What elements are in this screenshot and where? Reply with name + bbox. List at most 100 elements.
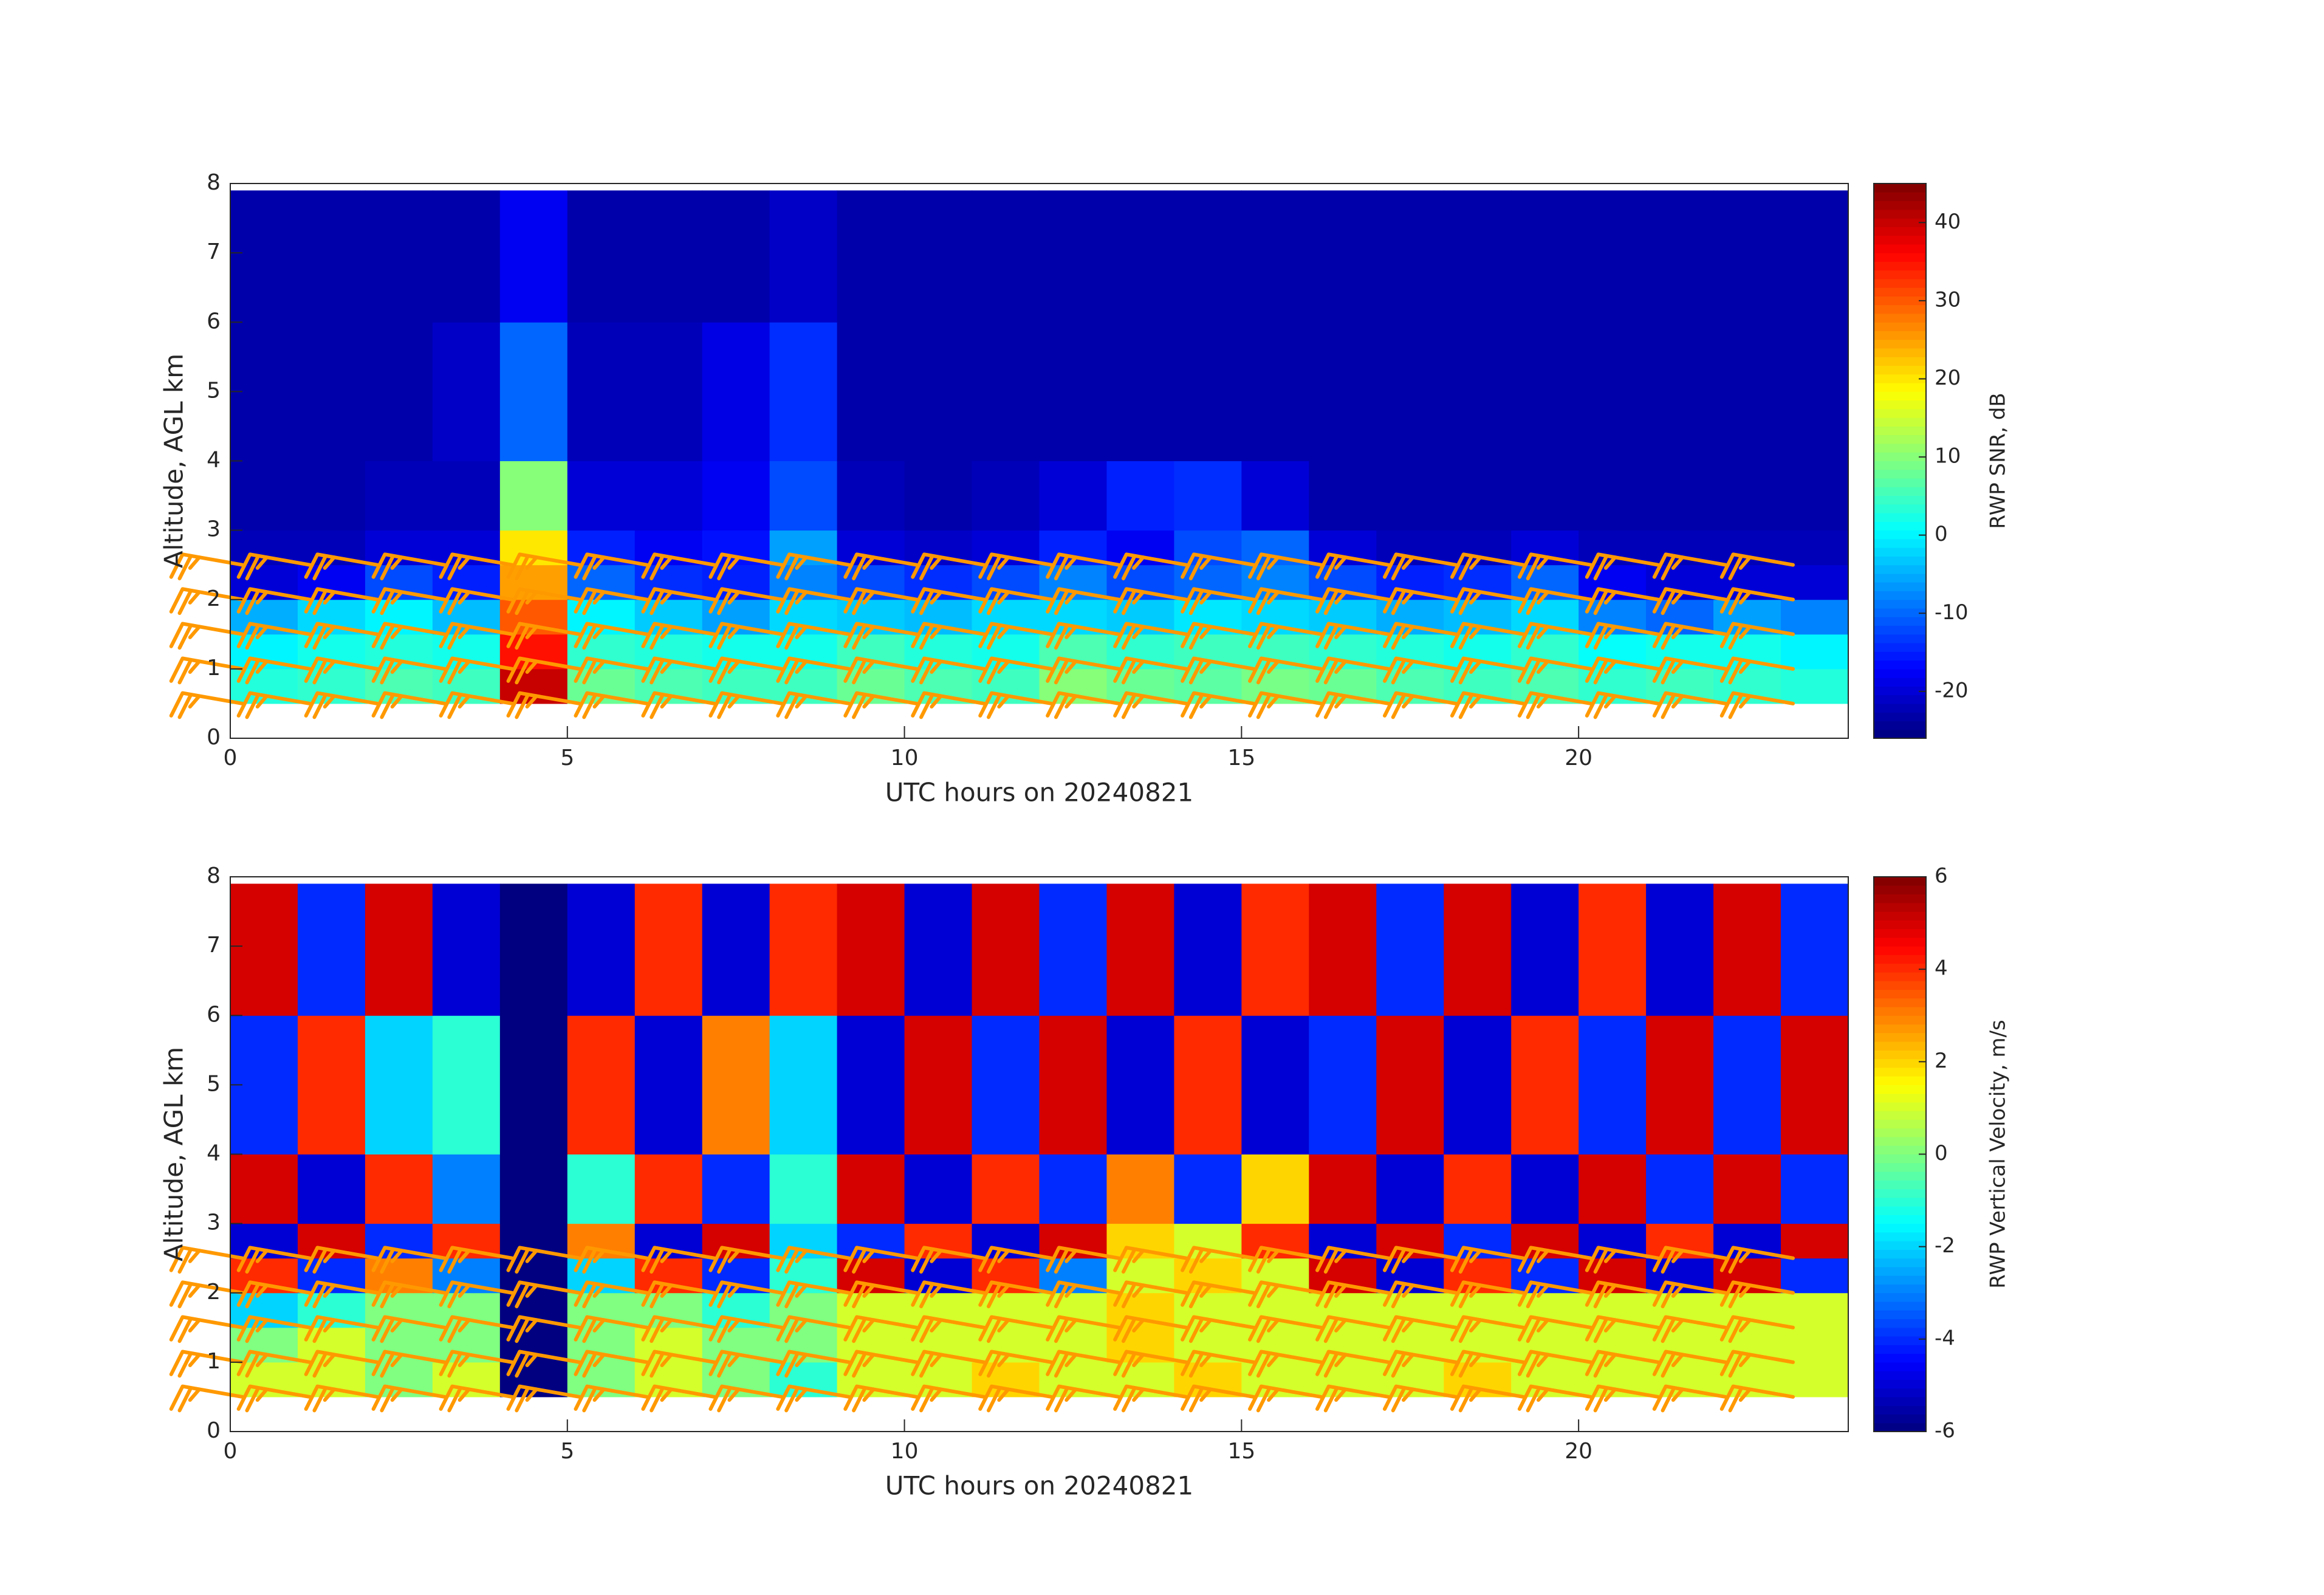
wind-barb bbox=[641, 1280, 716, 1309]
wind-barb bbox=[1383, 1280, 1458, 1309]
heatmap-cell bbox=[1039, 1015, 1107, 1154]
wind-barb bbox=[1248, 1350, 1323, 1378]
wind-barb bbox=[1046, 1246, 1121, 1274]
colorbar-segment bbox=[1874, 452, 1926, 461]
colorbar-segment bbox=[1874, 227, 1926, 236]
colorbar-segment bbox=[1874, 1249, 1926, 1259]
wind-barb bbox=[776, 1315, 851, 1343]
wind-barb bbox=[439, 587, 514, 616]
wind-barb bbox=[1450, 1246, 1526, 1274]
colorbar-segment bbox=[1874, 651, 1926, 661]
wind-barb bbox=[776, 1384, 851, 1413]
wind-barb bbox=[574, 552, 649, 581]
heatmap-cell bbox=[499, 1154, 568, 1224]
wind-barb bbox=[506, 1315, 581, 1343]
wind-barb bbox=[1719, 1350, 1795, 1378]
colorbar-segment bbox=[1874, 1327, 1926, 1337]
colorbar-segment bbox=[1874, 981, 1926, 990]
heatmap-cell bbox=[1444, 1015, 1512, 1154]
wind-barb bbox=[304, 1280, 379, 1309]
colorbar-segment bbox=[1874, 521, 1926, 531]
colorbar-segment bbox=[1874, 331, 1926, 340]
wind-barb bbox=[1248, 1384, 1323, 1413]
wind-barb bbox=[439, 1280, 514, 1309]
colorbar-segment bbox=[1874, 1336, 1926, 1345]
colorbar-segment bbox=[1874, 1093, 1926, 1103]
heatmap-cell bbox=[365, 1015, 433, 1154]
wind-barb bbox=[843, 656, 919, 685]
colorbar-segment bbox=[1874, 1206, 1926, 1215]
wind-barb bbox=[1517, 1246, 1593, 1274]
wind-barb bbox=[776, 1246, 851, 1274]
wind-barb bbox=[1585, 622, 1661, 650]
colorbar-segment bbox=[1874, 885, 1926, 895]
wind-barb bbox=[304, 1315, 379, 1343]
colorbar-segment bbox=[1874, 902, 1926, 912]
wind-barb bbox=[371, 656, 447, 685]
wind-barb bbox=[371, 1384, 447, 1413]
wind-barb bbox=[506, 1280, 581, 1309]
wind-barb bbox=[708, 1350, 784, 1378]
heatmap-cell bbox=[365, 883, 433, 1016]
heatmap-cell bbox=[230, 883, 298, 1016]
wind-barb bbox=[1383, 1315, 1458, 1343]
colorbar-segment bbox=[1874, 695, 1926, 704]
heatmap-cell bbox=[432, 1154, 501, 1224]
colorbar-segment bbox=[1874, 911, 1926, 921]
wind-barb bbox=[1046, 691, 1121, 719]
heatmap-cell bbox=[769, 190, 838, 323]
wind-barb bbox=[978, 1280, 1054, 1309]
heatmap-cell bbox=[297, 1154, 366, 1224]
heatmap-cell bbox=[297, 322, 366, 461]
heatmap-cell bbox=[634, 190, 703, 323]
wind-barb bbox=[1248, 691, 1323, 719]
x-tick-label: 20 bbox=[1565, 1439, 1592, 1464]
colorbar-segment bbox=[1874, 599, 1926, 609]
wind-barb bbox=[236, 1280, 312, 1309]
wind-barb bbox=[1248, 656, 1323, 685]
wind-barb bbox=[236, 1246, 312, 1274]
wind-barb bbox=[911, 691, 986, 719]
wind-barb bbox=[1181, 656, 1256, 685]
wind-barb bbox=[1315, 1315, 1391, 1343]
heatmap-cell bbox=[769, 322, 838, 461]
colorbar-segment bbox=[1874, 287, 1926, 297]
colorbar-segment bbox=[1874, 1076, 1926, 1085]
wind-barb bbox=[708, 691, 784, 719]
colorbar-segment bbox=[1874, 184, 1926, 193]
heatmap-cell bbox=[702, 461, 770, 531]
x-tick-label: 10 bbox=[891, 746, 919, 770]
colorbar-segment bbox=[1874, 296, 1926, 306]
wind-barb bbox=[641, 587, 716, 616]
heatmap-cell bbox=[634, 1154, 703, 1224]
heatmap-cell bbox=[1309, 883, 1377, 1016]
wind-barb bbox=[641, 1315, 716, 1343]
wind-barb bbox=[1450, 552, 1526, 581]
colorbar-tick-label: 30 bbox=[1935, 287, 1961, 312]
wind-barb bbox=[1719, 552, 1795, 581]
wind-barb bbox=[843, 1384, 919, 1413]
wind-barb bbox=[708, 1246, 784, 1274]
colorbar-segment bbox=[1874, 1241, 1926, 1250]
wind-barb bbox=[843, 691, 919, 719]
wind-barb bbox=[1585, 1315, 1661, 1343]
colorbar-segment bbox=[1874, 1197, 1926, 1207]
heatmap-cell bbox=[1511, 461, 1579, 531]
colorbar-segment bbox=[1874, 1050, 1926, 1060]
colorbar-segment bbox=[1874, 1162, 1926, 1172]
wind-barb bbox=[1113, 587, 1188, 616]
wind-barb bbox=[1719, 1384, 1795, 1413]
wind-barb bbox=[843, 1315, 919, 1343]
heatmap-cell bbox=[702, 883, 770, 1016]
wind-barb bbox=[574, 656, 649, 685]
colorbar-tick-label: 20 bbox=[1935, 366, 1961, 390]
heatmap-cell bbox=[1309, 190, 1377, 323]
heatmap-cell bbox=[297, 461, 366, 531]
heatmap-cell bbox=[972, 322, 1040, 461]
colorbar-segment bbox=[1874, 218, 1926, 227]
heatmap-cell bbox=[1039, 322, 1107, 461]
colorbar-segment bbox=[1874, 383, 1926, 392]
heatmap-cell bbox=[837, 1154, 905, 1224]
colorbar-segment bbox=[1874, 1405, 1926, 1415]
